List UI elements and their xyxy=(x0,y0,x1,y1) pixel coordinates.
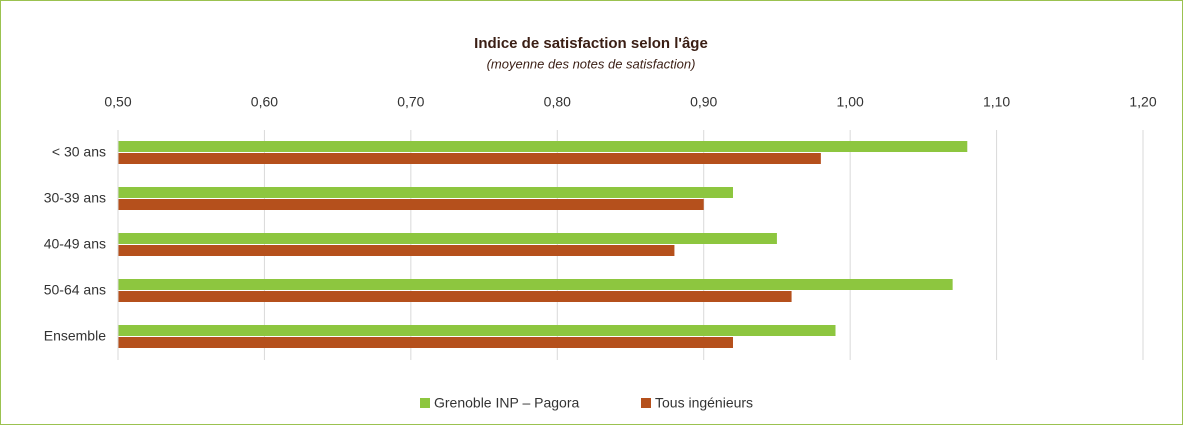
x-tick-label: 0,80 xyxy=(544,94,571,110)
x-tick-label: 1,10 xyxy=(983,94,1010,110)
x-tick-label: 0,50 xyxy=(104,94,131,110)
bar xyxy=(118,187,733,198)
bar xyxy=(118,291,792,302)
y-tick-label: < 30 ans xyxy=(52,144,106,160)
x-tick-label: 0,90 xyxy=(690,94,717,110)
legend-label: Tous ingénieurs xyxy=(655,395,753,411)
y-tick-label: 50-64 ans xyxy=(44,282,106,298)
bar xyxy=(118,141,968,152)
legend-swatch xyxy=(420,398,430,408)
bar xyxy=(118,245,675,256)
y-tick-label: 30-39 ans xyxy=(44,190,106,206)
chart-subtitle: (moyenne des notes de satisfaction) xyxy=(487,56,696,71)
legend-swatch xyxy=(641,398,651,408)
bar xyxy=(118,199,704,210)
y-tick-label: Ensemble xyxy=(44,328,106,344)
chart-title: Indice de satisfaction selon l'âge xyxy=(474,35,708,52)
legend-label: Grenoble INP – Pagora xyxy=(434,395,579,411)
x-tick-label: 0,60 xyxy=(251,94,278,110)
bar xyxy=(118,233,777,244)
bar xyxy=(118,325,836,336)
bar xyxy=(118,337,733,348)
y-tick-label: 40-49 ans xyxy=(44,236,106,252)
x-tick-label: 1,20 xyxy=(1129,94,1156,110)
bar xyxy=(118,279,953,290)
x-tick-label: 1,00 xyxy=(837,94,864,110)
bar xyxy=(118,153,821,164)
x-tick-label: 0,70 xyxy=(397,94,424,110)
